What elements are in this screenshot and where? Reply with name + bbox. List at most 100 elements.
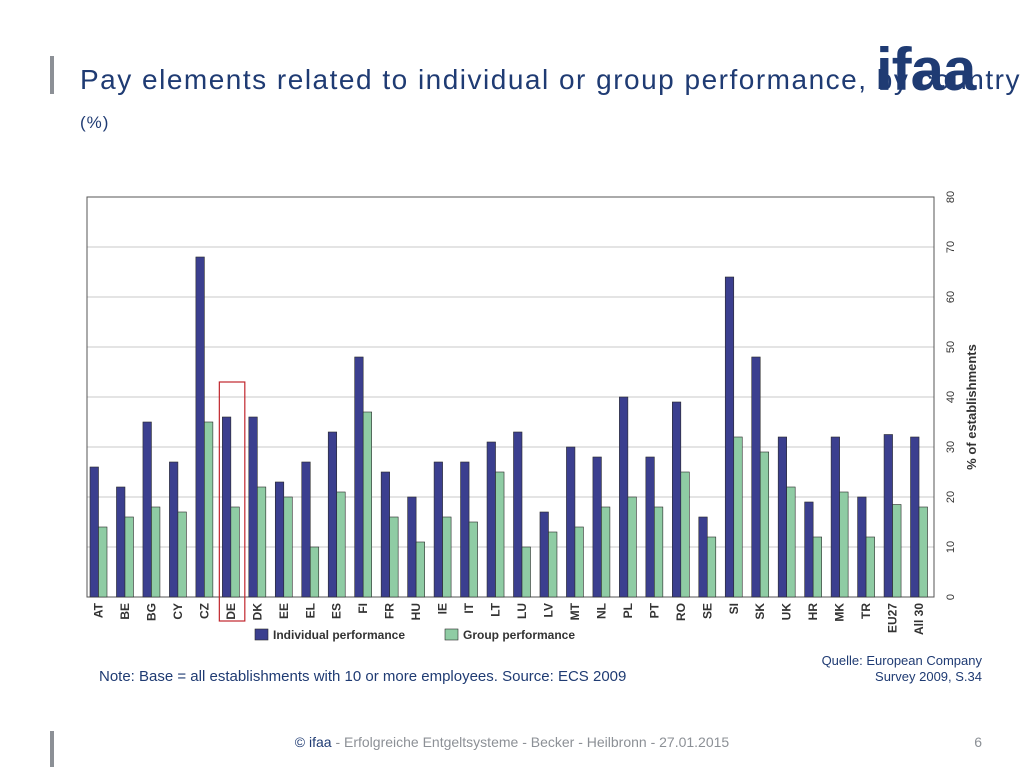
bar-group bbox=[839, 491, 849, 598]
bar-individual bbox=[380, 471, 390, 598]
footer-accent-bar bbox=[50, 731, 54, 767]
legend-label-individual: Individual performance bbox=[273, 628, 405, 642]
highlight-box bbox=[218, 381, 246, 622]
bar-individual bbox=[486, 441, 496, 598]
x-tick-label: HR bbox=[806, 603, 820, 621]
bar-group bbox=[865, 536, 875, 598]
bar-individual bbox=[857, 496, 867, 598]
bar-individual bbox=[910, 436, 920, 598]
bar-group bbox=[627, 496, 637, 598]
x-tick-label: EE bbox=[277, 603, 291, 619]
x-tick-label: DE bbox=[224, 603, 238, 620]
plot-frame bbox=[86, 196, 935, 598]
bar-chart: 0 10 20 30 40 50 60 70 80 % of establishments AT BE… bbox=[86, 191, 979, 642]
bar-group bbox=[548, 531, 558, 598]
x-tick-label: UK bbox=[780, 603, 794, 621]
title-unit: (%) bbox=[80, 113, 110, 132]
x-tick-label: HU bbox=[409, 603, 423, 620]
bar-group bbox=[468, 521, 478, 598]
y-tick-label: 70 bbox=[945, 241, 957, 253]
x-tick-label: FI bbox=[356, 603, 370, 614]
x-tick-label: IE bbox=[436, 603, 450, 614]
bar-group bbox=[177, 511, 187, 598]
x-tick-label: ES bbox=[330, 603, 344, 619]
bar-individual bbox=[804, 501, 814, 598]
y-tick-label: 0 bbox=[945, 594, 957, 600]
x-tick-label: EL bbox=[303, 603, 317, 618]
footer-brand: © ifaa bbox=[294, 734, 332, 750]
bar-group bbox=[415, 541, 425, 598]
bar-group bbox=[601, 506, 611, 598]
x-tick-label: SE bbox=[700, 603, 714, 619]
bar-individual bbox=[169, 461, 179, 598]
title-accent-bar bbox=[50, 56, 54, 94]
bar-group bbox=[230, 506, 240, 598]
bar-group bbox=[786, 486, 796, 598]
bar-individual bbox=[116, 486, 126, 598]
bar-group bbox=[124, 516, 134, 598]
x-tick-label: NL bbox=[594, 603, 608, 619]
y-axis-label: % of establishments bbox=[964, 344, 979, 470]
bar-individual bbox=[724, 276, 735, 598]
bar-individual bbox=[195, 256, 205, 598]
bar-group bbox=[574, 526, 584, 598]
x-tick-label: BE bbox=[118, 603, 132, 620]
slide-footer: © ifaa - Erfolgreiche Entgeltsysteme - B… bbox=[0, 734, 1024, 750]
title-main: Pay elements related to individual or gr… bbox=[80, 64, 1021, 95]
bar-group bbox=[733, 436, 743, 598]
x-tick-label: DK bbox=[250, 603, 264, 621]
x-tick-label: PT bbox=[647, 602, 661, 618]
x-tick-label: BG bbox=[144, 603, 158, 621]
bar-individual bbox=[222, 416, 232, 598]
bar-individual bbox=[539, 511, 549, 598]
bar-individual bbox=[751, 356, 761, 598]
bar-individual bbox=[274, 481, 285, 598]
x-tick-label: RO bbox=[674, 603, 688, 621]
source-citation: Quelle: European Company Survey 2009, S.… bbox=[822, 653, 982, 685]
footer-text: - Erfolgreiche Entgeltsysteme - Becker -… bbox=[331, 734, 730, 750]
x-tick-label: CZ bbox=[197, 603, 211, 619]
bar-group bbox=[918, 506, 928, 598]
bar-individual bbox=[433, 461, 443, 598]
bar-group bbox=[336, 491, 346, 598]
bar-group bbox=[812, 536, 822, 598]
y-tick-label: 50 bbox=[945, 341, 957, 353]
bar-individual bbox=[566, 446, 576, 598]
bar-group bbox=[521, 546, 531, 598]
bar-group bbox=[706, 536, 717, 598]
bar-individual bbox=[830, 436, 840, 598]
bar-individual bbox=[777, 436, 787, 598]
bar-individual bbox=[89, 466, 99, 598]
bar-individual bbox=[142, 421, 152, 598]
bar-individual bbox=[672, 401, 682, 598]
bar-individual bbox=[327, 431, 338, 598]
bar-group bbox=[495, 471, 505, 598]
bar-group bbox=[362, 411, 372, 598]
x-tick-label: SK bbox=[753, 603, 767, 620]
y-tick-label: 60 bbox=[945, 291, 957, 303]
x-tick-label: IT bbox=[462, 602, 476, 613]
bar-group bbox=[389, 516, 399, 598]
slide-title: Pay elements related to individual or gr… bbox=[80, 60, 1024, 142]
bar-group bbox=[654, 506, 664, 598]
x-tick-label: LU bbox=[515, 603, 529, 619]
bar-group bbox=[680, 471, 690, 598]
source-line-2: Survey 2009, S.34 bbox=[875, 669, 982, 684]
legend-swatch-individual bbox=[254, 628, 269, 641]
source-line-1: Quelle: European Company bbox=[821, 653, 982, 668]
y-tick-label: 40 bbox=[945, 391, 957, 403]
bar-individual bbox=[460, 461, 470, 598]
x-tick-label: AT bbox=[92, 602, 106, 618]
y-tick-label: 20 bbox=[945, 491, 957, 503]
x-tick-label: PL bbox=[621, 603, 635, 618]
chart-note: Note: Base = all establishments with 10 … bbox=[99, 668, 627, 685]
y-tick-label: 80 bbox=[945, 191, 957, 203]
legend-label-group: Group performance bbox=[463, 628, 575, 642]
x-tick-label: TR bbox=[859, 603, 873, 619]
bar-group bbox=[892, 504, 902, 598]
y-tick-label: 30 bbox=[945, 441, 957, 453]
legend-swatch-group bbox=[444, 628, 459, 641]
bar-group bbox=[151, 506, 161, 598]
bar-individual bbox=[619, 396, 629, 598]
bar-individual bbox=[248, 416, 258, 598]
